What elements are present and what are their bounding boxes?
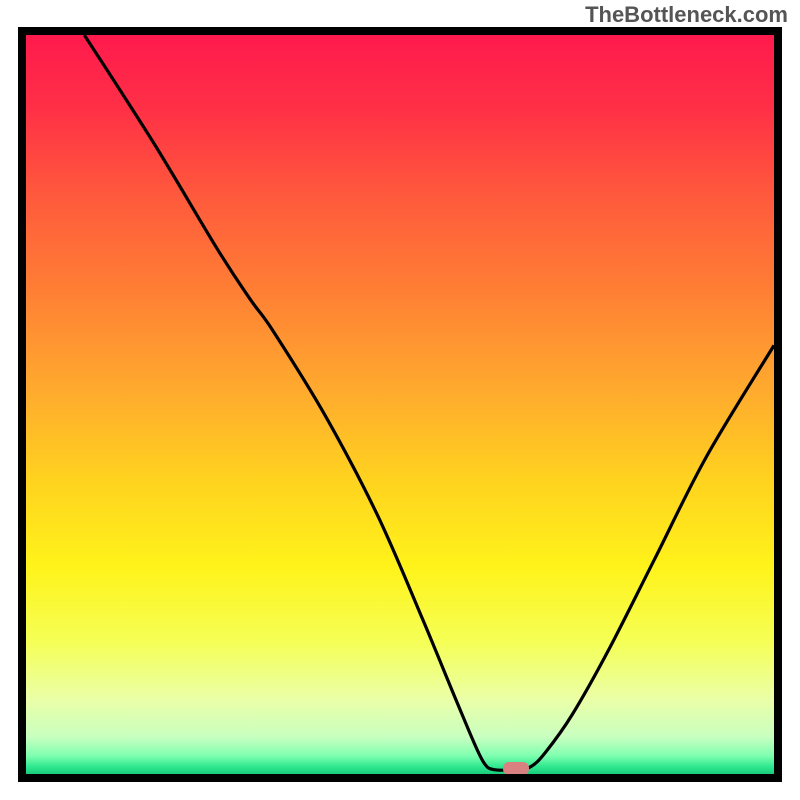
plot-frame: [18, 27, 782, 782]
watermark-text: TheBottleneck.com: [585, 2, 788, 28]
bottleneck-curve: [84, 35, 774, 770]
chart-container: TheBottleneck.com: [0, 0, 800, 800]
optimal-point-marker: [503, 762, 529, 775]
curve-svg: [26, 35, 774, 774]
